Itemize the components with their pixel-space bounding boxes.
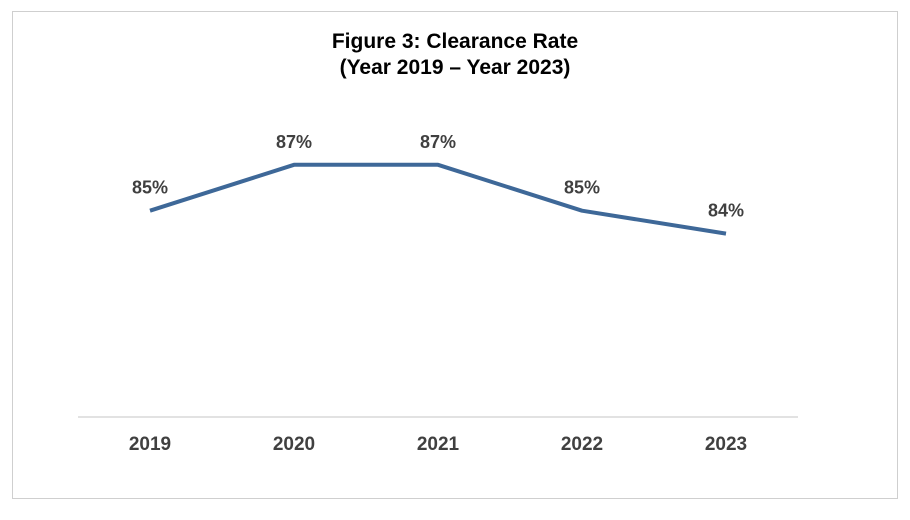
x-tick-label: 2023: [705, 434, 747, 455]
data-label: 85%: [564, 178, 600, 198]
series-group: [149, 162, 727, 236]
data-label: 85%: [132, 178, 168, 198]
x-tick-label: 2019: [129, 434, 171, 455]
data-label: 84%: [708, 201, 744, 221]
x-tick-labels: 2019 2020 2021 2022 2023: [129, 434, 747, 455]
x-tick-label: 2022: [561, 434, 603, 455]
x-tick-label: 2021: [417, 434, 460, 455]
data-label: 87%: [276, 132, 312, 152]
series-line: [149, 162, 727, 236]
data-label: 87%: [420, 132, 456, 152]
x-tick-label: 2020: [273, 434, 315, 455]
data-labels: 85% 87% 87% 85% 84%: [132, 132, 744, 221]
chart-title: Figure 3: Clearance Rate: [331, 30, 579, 53]
chart-subtitle: (Year 2019 – Year 2023): [339, 56, 571, 79]
